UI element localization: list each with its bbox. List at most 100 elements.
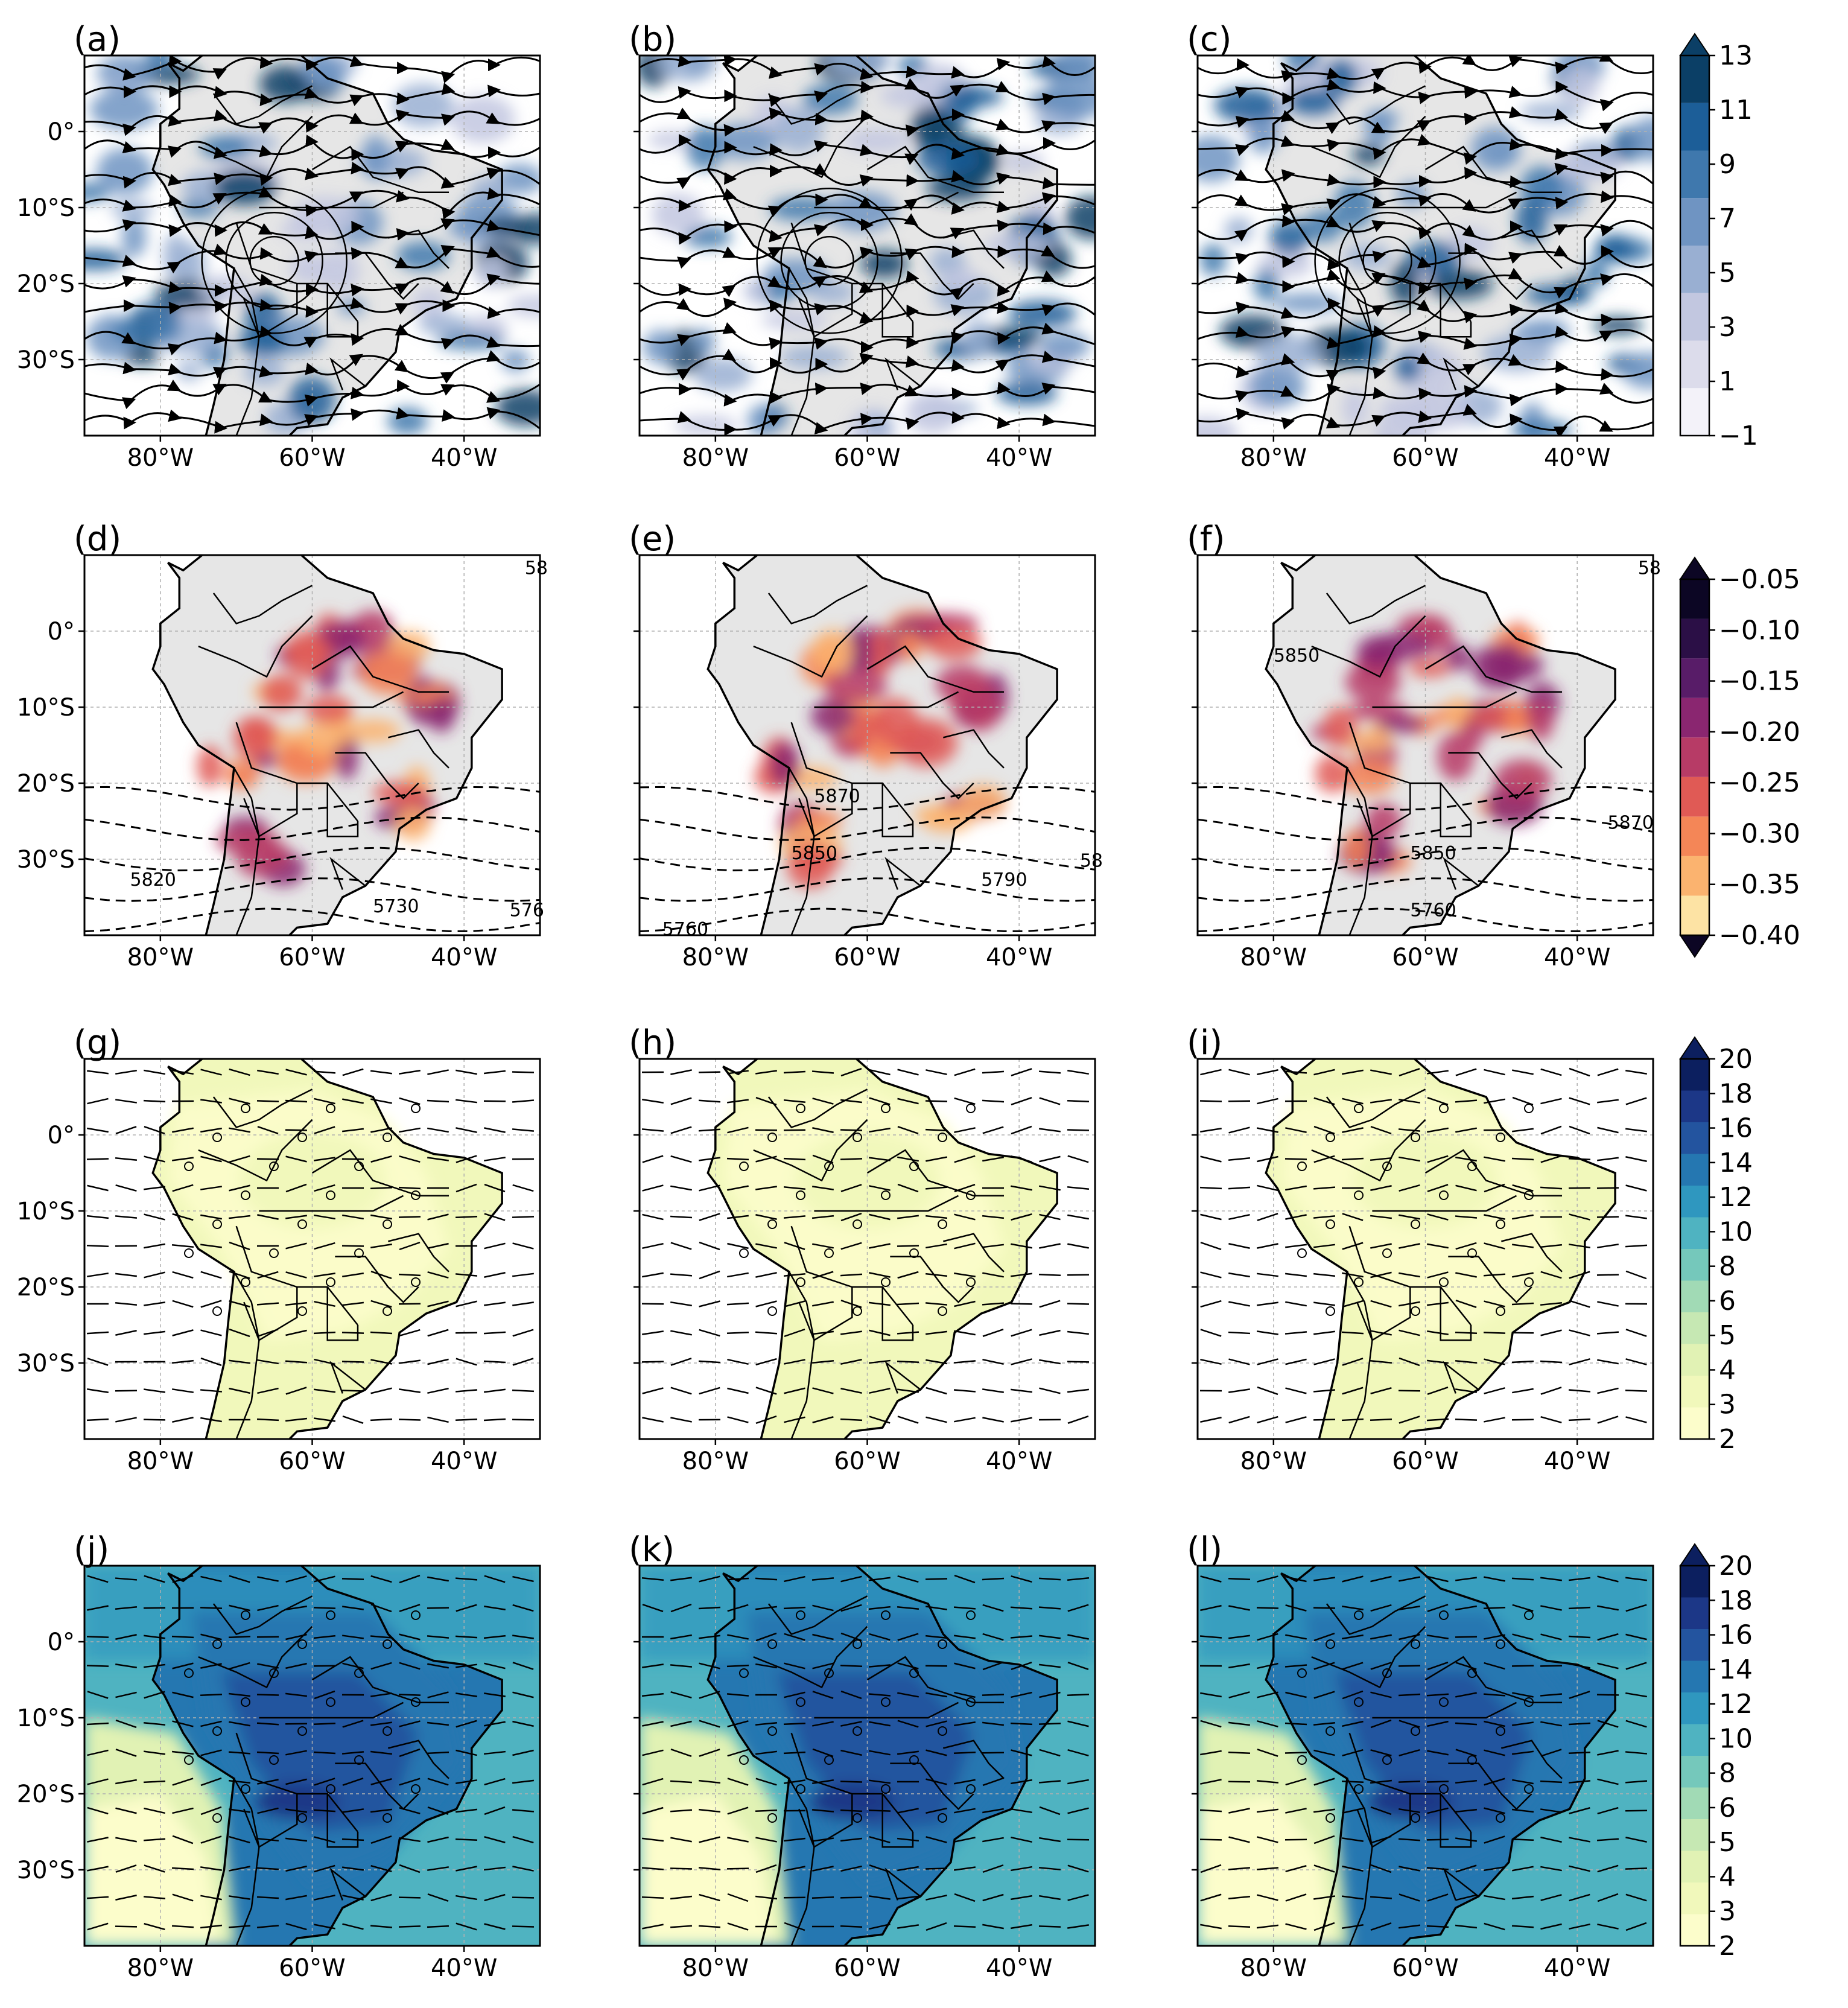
wind-barb bbox=[115, 1069, 137, 1075]
significance-marker bbox=[297, 1219, 307, 1229]
wind-barb bbox=[953, 1606, 976, 1610]
wind-barb bbox=[897, 1720, 919, 1728]
wind-barb bbox=[455, 1808, 478, 1813]
country-border bbox=[387, 1233, 449, 1272]
wind-barb bbox=[1257, 1894, 1278, 1901]
wind-barb bbox=[982, 1604, 1004, 1612]
country-border bbox=[1500, 229, 1563, 269]
significance-marker bbox=[411, 1610, 421, 1620]
significance-marker bbox=[853, 1813, 862, 1823]
wind-barb bbox=[200, 1271, 222, 1279]
wind-barb bbox=[314, 1157, 335, 1161]
height-contour bbox=[84, 877, 540, 902]
lat-tick-label: 10°S bbox=[17, 694, 75, 722]
significance-marker bbox=[383, 1726, 392, 1736]
wind-barb bbox=[670, 1577, 693, 1581]
wind-barb bbox=[1228, 1126, 1250, 1134]
shade-blob bbox=[686, 126, 723, 170]
wind-barb bbox=[868, 1301, 891, 1306]
wind-barb bbox=[1540, 1186, 1563, 1190]
colorbar-swatch bbox=[1680, 1724, 1709, 1756]
streamline bbox=[84, 407, 540, 434]
contour-label: 5790 bbox=[981, 869, 1027, 891]
wind-barb bbox=[1484, 1300, 1505, 1307]
country-border bbox=[311, 145, 449, 194]
wind-barb bbox=[1399, 1893, 1420, 1902]
wind-barb bbox=[1038, 1780, 1061, 1784]
wind-barb bbox=[1426, 1781, 1449, 1783]
wind-barb bbox=[1399, 1357, 1420, 1367]
country-border bbox=[233, 767, 260, 935]
wind-barb bbox=[1228, 1213, 1250, 1221]
wind-barb bbox=[1313, 1778, 1335, 1786]
significance-marker bbox=[1467, 1755, 1477, 1765]
country-border bbox=[753, 1119, 868, 1182]
country-border bbox=[212, 1595, 313, 1635]
wind-barb bbox=[1370, 1069, 1392, 1075]
wind-barb bbox=[1313, 1749, 1335, 1756]
wind-barb bbox=[399, 1070, 421, 1075]
height-contour bbox=[84, 907, 540, 933]
wind-barb bbox=[1370, 1418, 1392, 1422]
wind-barb bbox=[1313, 1215, 1336, 1219]
country-border bbox=[335, 752, 419, 799]
wind-barb bbox=[1484, 1156, 1505, 1162]
wind-barb bbox=[427, 1157, 449, 1161]
wind-barb bbox=[257, 1126, 279, 1134]
wind-barb bbox=[200, 1127, 222, 1133]
wind-barb bbox=[1399, 1866, 1420, 1872]
map-panel-k: (k)80°W 60°W 40°W bbox=[629, 1530, 1096, 1982]
wind-barb bbox=[982, 1633, 1004, 1641]
wind-barb bbox=[285, 1069, 307, 1076]
wind-barb bbox=[1010, 1606, 1033, 1610]
lat-tick-label: 30°S bbox=[17, 1350, 75, 1377]
wind-barb bbox=[783, 1099, 806, 1104]
panel-label: (f) bbox=[1187, 519, 1225, 559]
contour-label: 5870 bbox=[814, 786, 860, 807]
wind-barb bbox=[642, 1604, 664, 1612]
wind-barb bbox=[1540, 1155, 1562, 1163]
significance-marker bbox=[796, 1610, 805, 1620]
wind-barb bbox=[1257, 1243, 1278, 1249]
wind-barb bbox=[341, 1838, 364, 1841]
wind-barb bbox=[228, 1925, 251, 1928]
wind-barb bbox=[1257, 1575, 1278, 1583]
wind-barb bbox=[1597, 1806, 1619, 1815]
overlay-layer bbox=[84, 56, 540, 434]
significance-marker bbox=[184, 1755, 194, 1765]
wind-barb bbox=[1568, 1751, 1591, 1755]
wind-barb bbox=[229, 1271, 250, 1279]
country-border bbox=[1500, 1233, 1563, 1272]
significance-marker bbox=[1354, 1277, 1364, 1287]
wind-barb bbox=[699, 1893, 720, 1902]
wind-barb bbox=[840, 1781, 863, 1783]
wind-barb bbox=[427, 1778, 449, 1786]
wind-barb bbox=[925, 1330, 948, 1335]
country-border bbox=[798, 284, 853, 338]
shade-blob bbox=[1446, 644, 1472, 672]
country-border bbox=[387, 1740, 449, 1779]
wind-barb bbox=[86, 1215, 109, 1219]
wind-barb bbox=[200, 1806, 222, 1816]
wind-barb bbox=[1342, 1690, 1364, 1700]
wind-barb bbox=[1540, 1605, 1562, 1611]
wind-barb bbox=[840, 1925, 863, 1928]
colorbar-frame bbox=[1679, 1058, 1710, 1440]
wind-barb bbox=[1313, 1808, 1336, 1813]
wind-barb bbox=[1067, 1807, 1089, 1814]
wind-barb bbox=[200, 1155, 222, 1163]
wind-barb bbox=[1484, 1576, 1505, 1582]
lon-tick-label: 80°W bbox=[127, 944, 194, 971]
wind-barb bbox=[456, 1604, 477, 1612]
wind-barb bbox=[314, 1098, 335, 1105]
wind-barb bbox=[1512, 1692, 1534, 1698]
country-border bbox=[866, 1149, 1004, 1197]
wind-barb bbox=[285, 1865, 307, 1872]
wind-barb bbox=[512, 1184, 534, 1192]
wind-barb bbox=[483, 1388, 506, 1393]
wind-barb bbox=[1597, 1778, 1619, 1785]
wind-barb bbox=[87, 1272, 109, 1277]
country-border bbox=[814, 1195, 959, 1212]
wind-barb bbox=[285, 1808, 307, 1813]
wind-barb bbox=[1370, 1215, 1392, 1219]
